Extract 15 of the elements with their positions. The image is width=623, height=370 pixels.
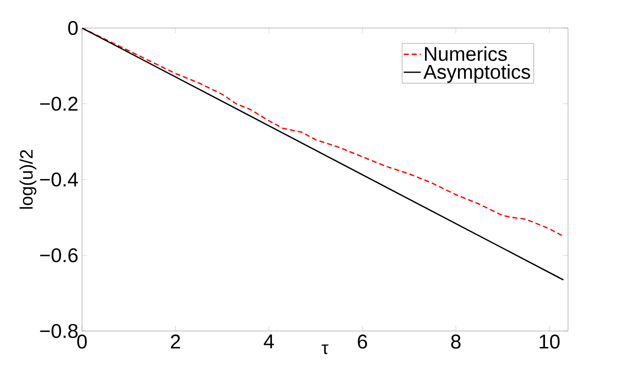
x-tick-label: 0 [77, 334, 87, 349]
x-tick-label: 2 [170, 334, 180, 348]
x-tick-label: 6 [358, 334, 368, 349]
legend-label: Asymptotics [423, 64, 530, 83]
x-tick-label: 8 [451, 334, 461, 349]
legend-label: Numerics [425, 46, 507, 61]
y-tick-label: −0.6 [40, 248, 78, 262]
x-axis-title: τ [322, 344, 328, 354]
y-axis-title: log(u)/2 [20, 150, 36, 209]
y-tick-label: −0.8 [40, 324, 78, 338]
y-tick-label: 0 [68, 20, 78, 36]
x-tick-label: 4 [264, 334, 274, 348]
y-tick-label: −0.2 [40, 96, 78, 111]
x-tick-label: 10 [540, 334, 560, 349]
y-tick-label: −0.4 [40, 172, 78, 187]
